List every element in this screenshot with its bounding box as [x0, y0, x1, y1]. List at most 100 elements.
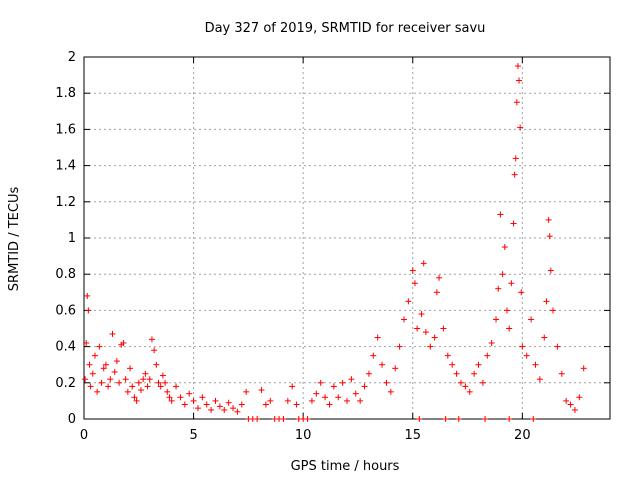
data-point: [146, 376, 153, 383]
data-point: [514, 63, 521, 70]
data-point: [519, 343, 526, 350]
data-point: [455, 416, 462, 422]
data-point: [203, 401, 210, 408]
data-point: [414, 325, 421, 332]
data-point: [225, 399, 232, 406]
data-point: [523, 352, 530, 359]
data-point: [83, 339, 90, 346]
data-point: [131, 394, 138, 401]
data-point: [541, 334, 548, 341]
data-point: [124, 388, 131, 395]
data-point: [517, 124, 524, 131]
data-point: [550, 307, 557, 314]
data-point: [96, 343, 103, 350]
data-point: [254, 416, 261, 422]
y-tick-label: 0.2: [55, 376, 76, 391]
data-point: [293, 401, 300, 408]
data-point: [89, 370, 96, 377]
data-point: [82, 376, 89, 383]
data-point: [127, 365, 134, 372]
data-point: [330, 383, 337, 390]
data-point: [322, 394, 329, 401]
data-point: [503, 307, 510, 314]
data-point: [238, 401, 245, 408]
data-point: [558, 370, 565, 377]
data-point: [151, 347, 158, 354]
data-point: [129, 383, 136, 390]
data-point: [262, 401, 269, 408]
data-point: [580, 365, 587, 372]
data-point: [100, 365, 107, 372]
x-tick-label: 10: [295, 428, 312, 443]
data-point: [230, 405, 237, 412]
data-point: [144, 383, 151, 390]
data-point: [427, 343, 434, 350]
data-point: [113, 358, 120, 365]
x-axis-ticks: 0 5 10 15 20: [80, 57, 531, 443]
data-point: [109, 330, 116, 337]
data-point: [159, 372, 166, 379]
data-point: [510, 220, 517, 227]
data-point: [536, 376, 543, 383]
data-point: [348, 376, 355, 383]
data-point: [120, 339, 127, 346]
data-point: [506, 325, 513, 332]
data-point: [484, 352, 491, 359]
data-point: [466, 388, 473, 395]
data-point: [87, 383, 94, 390]
data-point: [546, 233, 553, 240]
data-point: [313, 390, 320, 397]
y-tick-label: 2: [68, 50, 76, 65]
y-tick-label: 0.8: [55, 267, 76, 282]
data-point: [267, 397, 274, 404]
data-point: [449, 361, 456, 368]
data-point: [442, 416, 449, 422]
data-point: [304, 416, 311, 422]
data-point: [91, 352, 98, 359]
data-point: [153, 361, 160, 368]
data-point: [392, 365, 399, 372]
data-point: [164, 388, 171, 395]
data-point: [190, 397, 197, 404]
data-point: [475, 361, 482, 368]
data-point: [545, 216, 552, 223]
grid: [84, 57, 610, 419]
data-point: [420, 260, 427, 267]
data-point: [511, 171, 518, 178]
data-point: [116, 379, 123, 386]
y-tick-label: 1.2: [55, 195, 76, 210]
data-point: [199, 394, 206, 401]
data-point: [513, 99, 520, 106]
data-points: [82, 63, 587, 422]
data-point: [396, 343, 403, 350]
y-tick-label: 1: [68, 231, 76, 246]
data-point: [418, 311, 425, 318]
chart-title: Day 327 of 2019, SRMTID for receiver sav…: [205, 21, 486, 36]
data-point: [365, 370, 372, 377]
data-point: [162, 379, 169, 386]
y-tick-label: 0: [68, 412, 76, 427]
data-point: [512, 155, 519, 162]
data-point: [234, 408, 241, 415]
data-point: [453, 370, 460, 377]
data-point: [462, 383, 469, 390]
x-tick-label: 5: [189, 428, 197, 443]
data-point: [405, 298, 412, 305]
data-point: [137, 387, 144, 394]
data-point: [140, 376, 147, 383]
data-point: [457, 379, 464, 386]
data-point: [133, 397, 140, 404]
data-point: [344, 397, 350, 404]
data-point: [508, 280, 515, 287]
data-point: [411, 280, 418, 287]
data-point: [216, 403, 223, 410]
data-point: [155, 379, 162, 386]
data-point: [339, 379, 346, 386]
data-point: [186, 390, 193, 397]
data-point: [135, 379, 142, 386]
data-point: [173, 383, 180, 390]
x-tick-label: 15: [404, 428, 421, 443]
data-point: [280, 416, 287, 422]
data-point: [516, 77, 523, 84]
